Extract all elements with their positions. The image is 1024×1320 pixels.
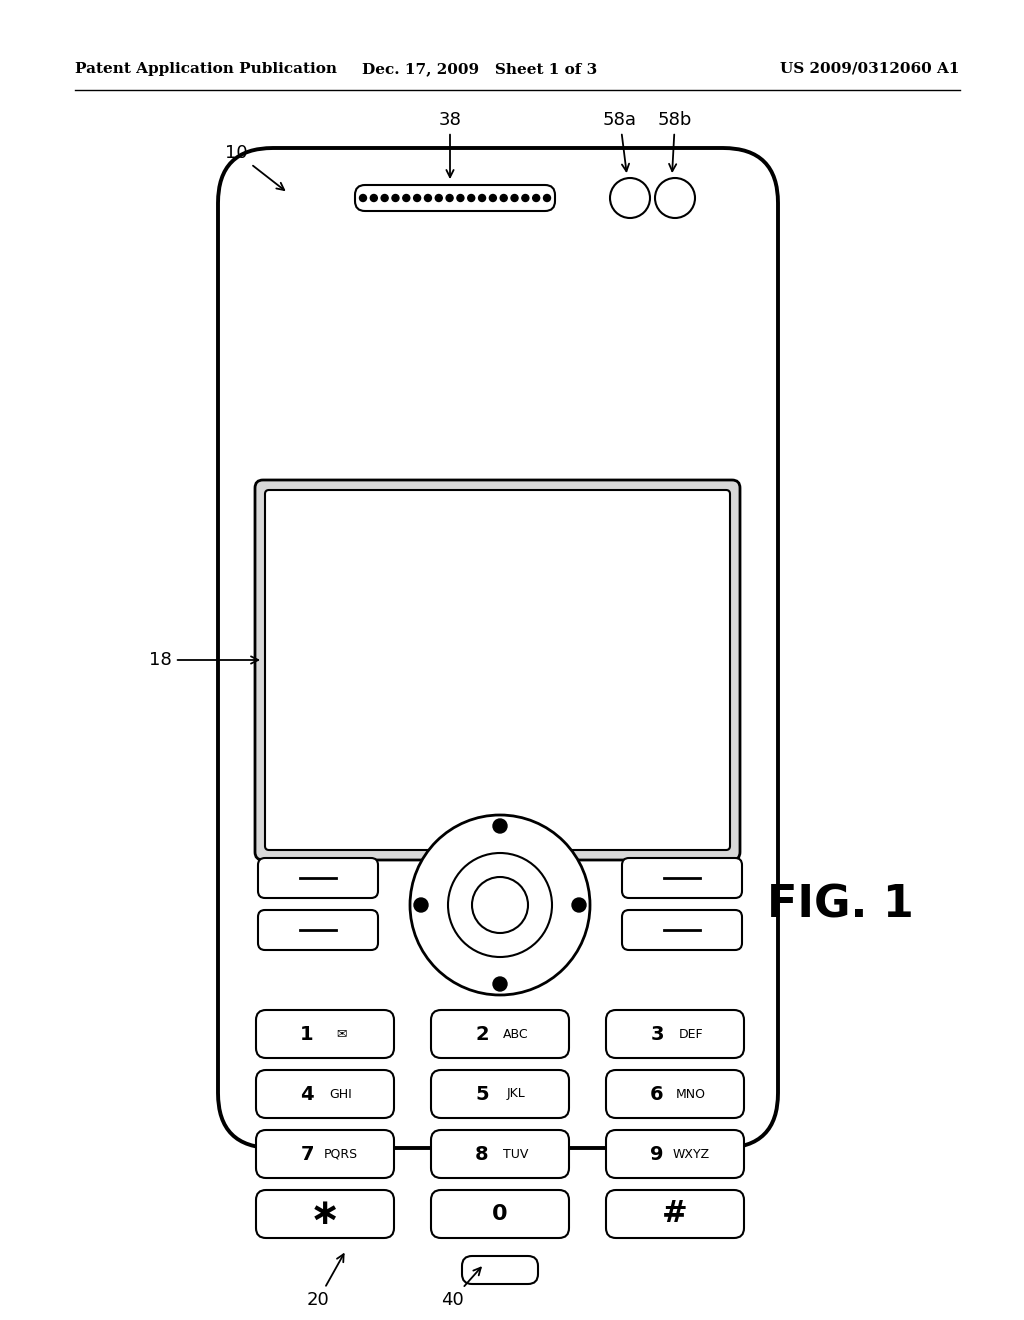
FancyBboxPatch shape (218, 148, 778, 1148)
Text: Patent Application Publication: Patent Application Publication (75, 62, 337, 77)
Circle shape (381, 194, 388, 202)
Circle shape (468, 194, 475, 202)
Text: 38: 38 (438, 111, 462, 177)
FancyBboxPatch shape (431, 1010, 569, 1059)
Circle shape (493, 818, 507, 833)
Text: 20: 20 (306, 1254, 344, 1309)
Text: Dec. 17, 2009   Sheet 1 of 3: Dec. 17, 2009 Sheet 1 of 3 (362, 62, 598, 77)
Circle shape (572, 898, 586, 912)
Circle shape (511, 194, 518, 202)
Text: MNO: MNO (676, 1088, 706, 1101)
FancyBboxPatch shape (606, 1130, 744, 1177)
Text: 2: 2 (475, 1024, 488, 1044)
Circle shape (414, 194, 421, 202)
Text: TUV: TUV (504, 1147, 528, 1160)
Circle shape (392, 194, 399, 202)
Text: DEF: DEF (679, 1027, 703, 1040)
Text: #: # (663, 1200, 688, 1229)
FancyBboxPatch shape (606, 1191, 744, 1238)
FancyBboxPatch shape (431, 1071, 569, 1118)
Text: 4: 4 (300, 1085, 313, 1104)
Text: 5: 5 (475, 1085, 488, 1104)
Text: 3: 3 (650, 1024, 664, 1044)
Text: 18: 18 (150, 651, 258, 669)
Circle shape (435, 194, 442, 202)
Circle shape (544, 194, 551, 202)
FancyBboxPatch shape (265, 490, 730, 850)
Text: US 2009/0312060 A1: US 2009/0312060 A1 (780, 62, 961, 77)
FancyBboxPatch shape (622, 858, 742, 898)
Text: PQRS: PQRS (324, 1147, 358, 1160)
Circle shape (532, 194, 540, 202)
Circle shape (522, 194, 528, 202)
Circle shape (472, 876, 528, 933)
Text: GHI: GHI (330, 1088, 352, 1101)
Circle shape (402, 194, 410, 202)
Circle shape (410, 814, 590, 995)
Text: FIG. 1: FIG. 1 (767, 883, 913, 927)
Circle shape (655, 178, 695, 218)
FancyBboxPatch shape (258, 858, 378, 898)
Text: 9: 9 (650, 1144, 664, 1163)
Text: 58b: 58b (657, 111, 692, 172)
Circle shape (457, 194, 464, 202)
FancyBboxPatch shape (606, 1010, 744, 1059)
Circle shape (489, 194, 497, 202)
FancyBboxPatch shape (256, 1010, 394, 1059)
Circle shape (446, 194, 453, 202)
Circle shape (449, 853, 552, 957)
FancyBboxPatch shape (431, 1130, 569, 1177)
FancyBboxPatch shape (258, 909, 378, 950)
FancyBboxPatch shape (256, 1130, 394, 1177)
FancyBboxPatch shape (256, 1071, 394, 1118)
FancyBboxPatch shape (431, 1191, 569, 1238)
Circle shape (414, 898, 428, 912)
Text: ABC: ABC (503, 1027, 528, 1040)
Text: 0: 0 (493, 1204, 508, 1224)
Circle shape (493, 977, 507, 991)
Text: 7: 7 (300, 1144, 313, 1163)
Text: 8: 8 (475, 1144, 488, 1163)
FancyBboxPatch shape (606, 1071, 744, 1118)
FancyBboxPatch shape (355, 185, 555, 211)
Circle shape (478, 194, 485, 202)
Text: ✉: ✉ (336, 1027, 346, 1040)
Text: ∗: ∗ (310, 1197, 340, 1232)
Circle shape (500, 194, 507, 202)
Text: 10: 10 (225, 144, 285, 190)
Text: 58a: 58a (603, 111, 637, 172)
Text: 1: 1 (300, 1024, 313, 1044)
Text: WXYZ: WXYZ (673, 1147, 710, 1160)
Text: JKL: JKL (507, 1088, 525, 1101)
Text: 6: 6 (650, 1085, 664, 1104)
Circle shape (371, 194, 377, 202)
Circle shape (424, 194, 431, 202)
FancyBboxPatch shape (255, 480, 740, 861)
FancyBboxPatch shape (462, 1257, 538, 1284)
Circle shape (359, 194, 367, 202)
Circle shape (610, 178, 650, 218)
FancyBboxPatch shape (622, 909, 742, 950)
Text: 40: 40 (440, 1267, 481, 1309)
FancyBboxPatch shape (256, 1191, 394, 1238)
